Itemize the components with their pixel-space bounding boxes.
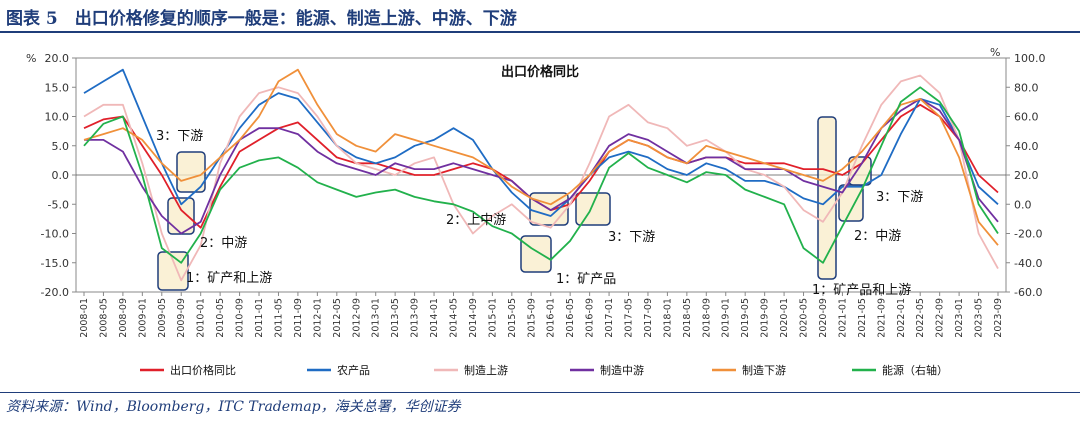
series-line-2 [83, 74, 999, 282]
annotation-label: 2：上中游 [446, 213, 506, 228]
x-tick-label: 2010-05 [215, 298, 226, 338]
x-tick-label: 2017-05 [624, 298, 635, 338]
right-tick-label: 100.0 [1014, 52, 1046, 65]
annotation-label: 1：矿产和上游 [186, 271, 272, 286]
left-tick-label: 5.0 [52, 140, 70, 153]
x-tick-label: 2011-09 [293, 298, 304, 338]
x-tick-label: 2012-09 [351, 298, 362, 338]
x-tick-label: 2009-01 [137, 298, 148, 338]
highlight-box [575, 192, 611, 226]
x-tick-label: 2010-09 [235, 298, 246, 338]
x-tick-label: 2009-09 [176, 298, 187, 338]
left-tick-label: -5.0 [48, 198, 69, 211]
highlight-box [520, 235, 552, 273]
left-tick-label: -10.0 [41, 228, 69, 241]
left-tick-label: -20.0 [41, 286, 69, 299]
x-tick-label: 2014-09 [468, 298, 479, 338]
left-tick-label: 10.0 [45, 111, 70, 124]
right-tick-label: 60.0 [1014, 111, 1039, 124]
x-tick-label: 2019-05 [740, 298, 751, 338]
x-tick-label: 2022-09 [935, 298, 946, 338]
footer-rule [0, 392, 1080, 393]
right-tick-label: 20.0 [1014, 169, 1039, 182]
left-unit-label: % [26, 52, 36, 65]
x-tick-label: 2021-01 [837, 298, 848, 338]
export-price-chart: % % 20.0 15.0 10.0 5.0 0.0 -5.0 -10.0 -15.0 -20.0 1… [26, 46, 1046, 377]
annotation-label: 3：下游 [608, 230, 655, 245]
x-tick-label: 2012-05 [332, 298, 343, 338]
x-tick-label: 2020-05 [799, 298, 810, 338]
annotation-label: 2：中游 [200, 236, 247, 251]
x-tick-label: 2013-09 [410, 298, 421, 338]
legend-label: 农产品 [337, 363, 370, 377]
x-tick-label: 2015-09 [526, 298, 537, 338]
annotation-label: 1：矿产品 [556, 272, 616, 287]
series-line-3 [84, 98, 999, 235]
left-tick-label: 0.0 [52, 169, 70, 182]
right-tick-label: -60.0 [1014, 286, 1042, 299]
x-tick-label: 2008-01 [79, 298, 90, 338]
left-tick-label: 15.0 [45, 81, 70, 94]
right-tick-label: 80.0 [1014, 81, 1039, 94]
x-tick-label: 2015-05 [507, 298, 518, 338]
series-line-4 [83, 68, 999, 246]
legend-label: 能源（右轴） [882, 363, 948, 377]
x-tick-label: 2013-05 [390, 298, 401, 338]
x-tick-label: 2008-05 [98, 298, 109, 338]
legend-label: 制造中游 [600, 363, 644, 377]
x-tick-label: 2023-05 [974, 298, 985, 338]
right-tick-label: 40.0 [1014, 140, 1039, 153]
right-tick-label: -40.0 [1014, 257, 1042, 270]
left-tick-label: 20.0 [45, 52, 70, 65]
annotation-label: 3：下游 [156, 129, 203, 144]
annotation-label: 2：中游 [854, 229, 901, 244]
x-tick-label: 2014-01 [429, 298, 440, 338]
x-tick-label: 2016-01 [546, 298, 557, 338]
x-tick-label: 2016-09 [585, 298, 596, 338]
highlight-box [817, 116, 837, 280]
chart-title: 出口价格同比 [501, 64, 579, 80]
x-tick-label: 2011-05 [273, 298, 284, 338]
x-tick-label: 2021-05 [857, 298, 868, 338]
x-tick-label: 2020-01 [779, 298, 790, 338]
x-tick-label: 2023-09 [993, 298, 1004, 338]
x-tick-label: 2017-01 [604, 298, 615, 338]
x-tick-label: 2008-09 [118, 298, 129, 338]
x-tick-label: 2015-01 [487, 298, 498, 338]
series-line-5 [83, 86, 999, 264]
legend-label: 出口价格同比 [170, 363, 236, 377]
source-note: 资料来源：Wind，Bloomberg，ITC Trademap，海关总署，华创… [6, 399, 461, 415]
x-tick-label: 2022-05 [915, 298, 926, 338]
right-tick-label: 0.0 [1014, 198, 1032, 211]
x-tick-label: 2014-05 [448, 298, 459, 338]
x-tick-label: 2017-09 [643, 298, 654, 338]
x-tick-label: 2018-09 [701, 298, 712, 338]
x-tick-label: 2023-01 [954, 298, 965, 338]
right-unit-label: % [990, 46, 1000, 59]
x-tick-label: 2018-05 [682, 298, 693, 338]
x-tick-label: 2018-01 [662, 298, 673, 338]
heading-rule [0, 31, 1080, 33]
legend-label: 制造下游 [742, 363, 786, 377]
x-tick-label: 2019-01 [721, 298, 732, 338]
legend-label: 制造上游 [464, 363, 508, 377]
x-tick-label: 2019-09 [760, 298, 771, 338]
x-tick-label: 2013-01 [371, 298, 382, 338]
x-tick-label: 2010-01 [196, 298, 207, 338]
x-tick-label: 2016-05 [565, 298, 576, 338]
x-tick-label: 2021-09 [876, 298, 887, 338]
annotation-label: 1：矿产品和上游 [812, 283, 911, 298]
x-tick-label: 2020-09 [818, 298, 829, 338]
x-tick-label: 2009-05 [157, 298, 168, 338]
right-tick-label: -20.0 [1014, 228, 1042, 241]
annotation-label: 3：下游 [876, 190, 923, 205]
x-tick-label: 2022-01 [896, 298, 907, 338]
x-tick-label: 2012-01 [312, 298, 323, 338]
left-tick-label: -15.0 [41, 257, 69, 270]
x-tick-label: 2011-01 [254, 298, 265, 338]
figure-heading: 图表 5 出口价格修复的顺序一般是：能源、制造上游、中游、下游 [6, 9, 517, 29]
